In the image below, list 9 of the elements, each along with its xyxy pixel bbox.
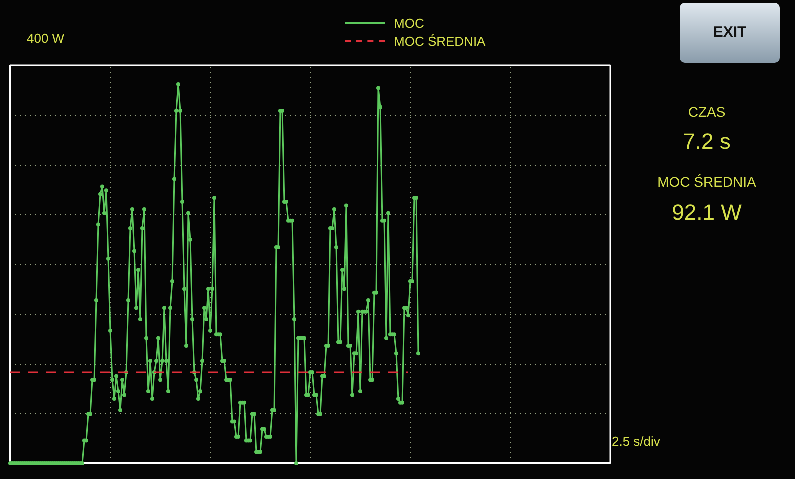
legend-label: MOC ŚREDNIA — [394, 34, 486, 48]
text: CZAS — [687, 104, 727, 120]
text: 400 W — [27, 31, 65, 46]
text: MOC ŚREDNIA — [656, 174, 758, 190]
legend-label: MOC — [394, 16, 424, 30]
text: 7.2 s — [682, 129, 732, 155]
text: EXIT — [680, 3, 780, 63]
text: 92.1 W — [671, 200, 743, 226]
text: 2.5 s/div — [612, 434, 660, 449]
